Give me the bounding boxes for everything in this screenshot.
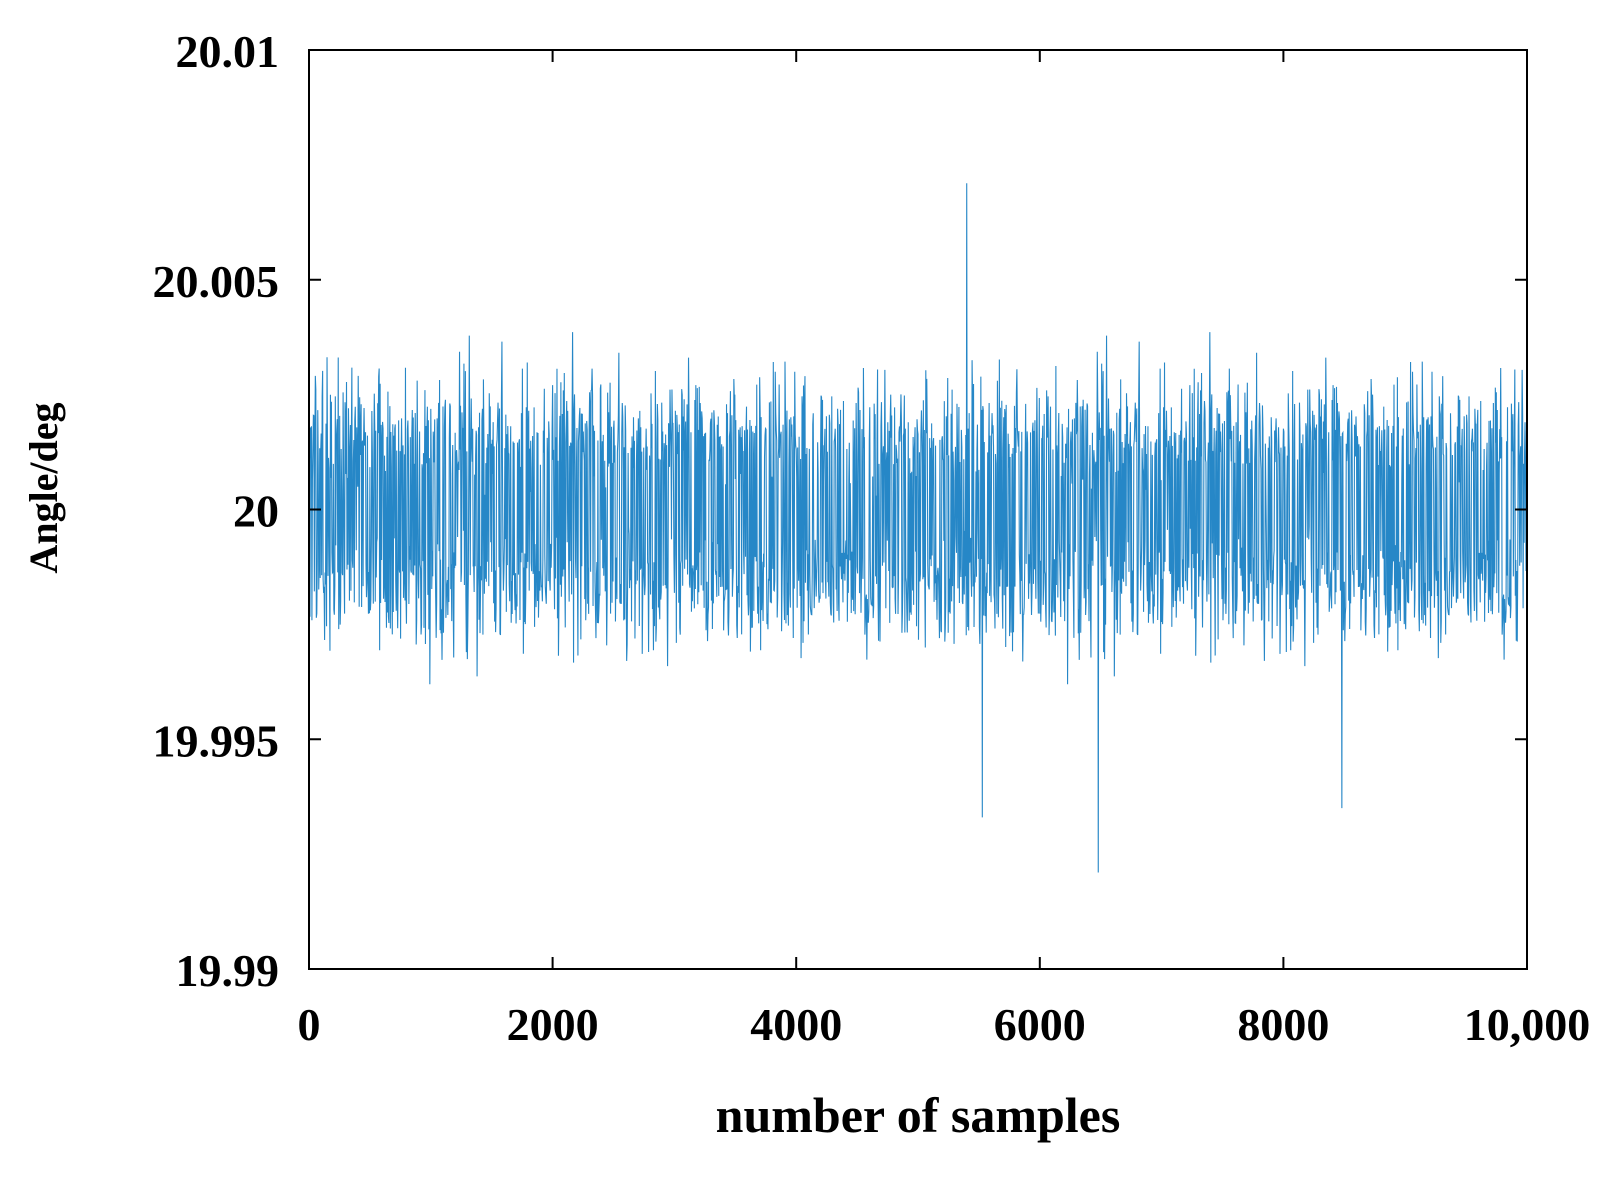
x-axis-title: number of samples [716,1087,1121,1143]
y-tick-label: 20.01 [176,26,280,77]
x-tick-label: 4000 [750,999,842,1050]
y-tick-label: 20.005 [153,256,280,307]
x-tick-label: 6000 [994,999,1086,1050]
y-axis: 19.99 19.995 20 20.005 20.01 [153,26,1527,996]
y-tick-label: 19.995 [153,715,280,766]
x-tick-label: 2000 [507,999,599,1050]
x-tick-label: 8000 [1237,999,1329,1050]
series-line [308,183,1528,873]
x-axis: 0 2000 4000 6000 8000 10,000 [298,50,1591,1050]
x-tick-label: 10,000 [1464,999,1591,1050]
y-tick-label: 20 [233,486,279,537]
y-tick-label: 19.99 [176,945,280,996]
y-axis-title: Angle/deg [21,402,66,573]
plot-area [308,183,1528,873]
x-tick-label: 0 [298,999,321,1050]
